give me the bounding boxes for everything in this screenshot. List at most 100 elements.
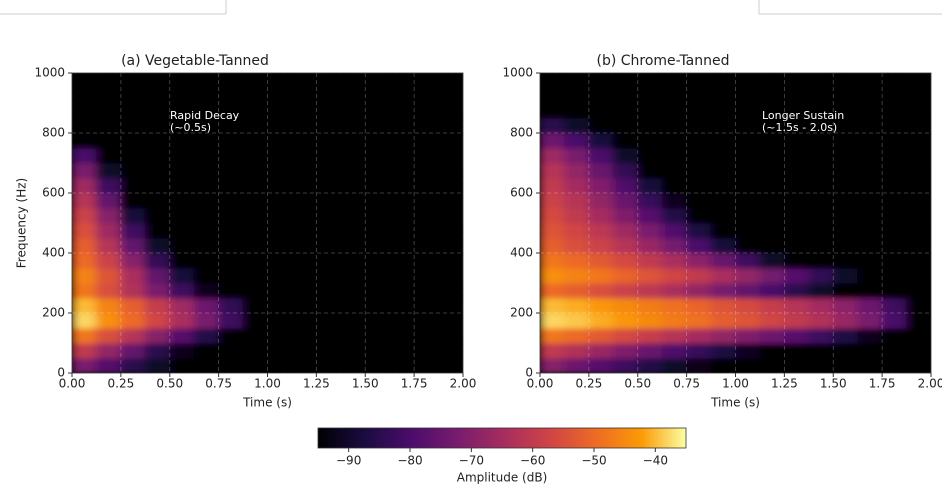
heatmap-cell: [783, 162, 810, 179]
heatmap-cell: [661, 252, 688, 269]
heatmap-cell: [881, 177, 908, 194]
heatmap-cell: [661, 132, 688, 149]
heatmap-cell: [120, 222, 146, 239]
heatmap-cell: [686, 237, 712, 254]
y-tick-label: 800: [510, 126, 533, 140]
heatmap-cell: [808, 192, 834, 209]
heatmap-cell: [389, 222, 415, 239]
heatmap-cell: [637, 357, 663, 373]
heatmap-cell: [808, 312, 834, 329]
heatmap-cell: [291, 282, 317, 299]
heatmap-cell: [637, 192, 663, 209]
heatmap-cell: [637, 102, 663, 119]
heatmap-cell: [637, 342, 663, 359]
heatmap-cell: [413, 237, 440, 254]
heatmap-cell: [906, 177, 931, 194]
heatmap-cell: [759, 117, 785, 134]
heatmap-clip: [72, 73, 463, 373]
heatmap-cell: [438, 117, 463, 134]
heatmap-cell: [686, 73, 712, 89]
heatmap-cell: [389, 357, 415, 373]
heatmap-cell: [144, 162, 171, 179]
heatmap-cell: [588, 342, 614, 359]
colorbar-label: Amplitude (dB): [457, 471, 548, 485]
heatmap-cell: [906, 162, 931, 179]
heatmap-cell: [686, 192, 712, 209]
heatmap-cell: [783, 252, 810, 269]
heatmap-cell: [612, 87, 639, 104]
heatmap-cell: [906, 117, 931, 134]
heatmap-cell: [291, 147, 317, 164]
x-tick-label: 1.75: [401, 377, 428, 391]
heatmap-cell: [686, 222, 712, 239]
heatmap-cell: [364, 237, 391, 254]
heatmap-cell: [438, 267, 463, 284]
heatmap-cell: [808, 177, 834, 194]
heatmap-cell: [735, 222, 761, 239]
heatmap-cell: [661, 117, 688, 134]
heatmap-cell: [144, 177, 171, 194]
heatmap-cell: [218, 147, 244, 164]
heatmap-cell: [72, 342, 97, 359]
heatmap-cell: [193, 192, 220, 209]
heatmap-cell: [389, 177, 415, 194]
heatmap-cell: [808, 162, 834, 179]
heatmap-cell: [735, 177, 761, 194]
heatmap-cell: [95, 192, 122, 209]
heatmap-cell: [881, 327, 908, 344]
heatmap-cell: [857, 207, 883, 224]
x-tick-label: 1.50: [352, 377, 379, 391]
heatmap-cell: [267, 312, 293, 329]
heatmap-cell: [906, 312, 931, 329]
heatmap-cell: [588, 73, 614, 89]
heatmap: [540, 73, 931, 373]
heatmap-cell: [267, 342, 293, 359]
heatmap-cell: [710, 327, 736, 344]
heatmap-cell: [783, 192, 810, 209]
heatmap-cell: [193, 132, 220, 149]
heatmap-cell: [661, 222, 688, 239]
heatmap-cell: [832, 267, 859, 284]
heatmap-cell: [735, 102, 761, 119]
heatmap-cell: [563, 117, 590, 134]
heatmap-cell: [588, 177, 614, 194]
heatmap-cell: [637, 207, 663, 224]
x-tick-label: 1.25: [303, 377, 330, 391]
heatmap-cell: [759, 207, 785, 224]
heatmap-cell: [120, 267, 146, 284]
heatmap-cell: [735, 297, 761, 314]
heatmap-cell: [906, 73, 931, 89]
heatmap-cell: [759, 87, 785, 104]
heatmap-cell: [438, 177, 463, 194]
heatmap-cell: [808, 237, 834, 254]
heatmap-cell: [686, 297, 712, 314]
heatmap-cell: [364, 252, 391, 269]
heatmap-cell: [710, 252, 736, 269]
heatmap-cell: [120, 87, 146, 104]
heatmap-cell: [389, 162, 415, 179]
heatmap-cell: [413, 87, 440, 104]
heatmap-cell: [588, 162, 614, 179]
heatmap-cell: [169, 312, 195, 329]
heatmap-cell: [783, 282, 810, 299]
heatmap-cell: [72, 207, 97, 224]
heatmap-cell: [808, 357, 834, 373]
heatmap-cell: [540, 237, 565, 254]
heatmap-cell: [218, 297, 244, 314]
heatmap-cell: [710, 357, 736, 373]
heatmap-cell: [169, 132, 195, 149]
heatmap-cell: [808, 73, 834, 89]
heatmap-cell: [242, 207, 268, 224]
colorbar-tick-label: −60: [520, 454, 545, 468]
heatmap-cell: [686, 312, 712, 329]
heatmap-cell: [291, 297, 317, 314]
heatmap-cell: [315, 357, 342, 373]
heatmap-cell: [144, 312, 171, 329]
heatmap-cell: [710, 267, 736, 284]
x-axis-label: Time (s): [242, 396, 292, 410]
heatmap-cell: [193, 297, 220, 314]
heatmap-cell: [169, 327, 195, 344]
heatmap-cell: [95, 282, 122, 299]
heatmap-cell: [808, 327, 834, 344]
